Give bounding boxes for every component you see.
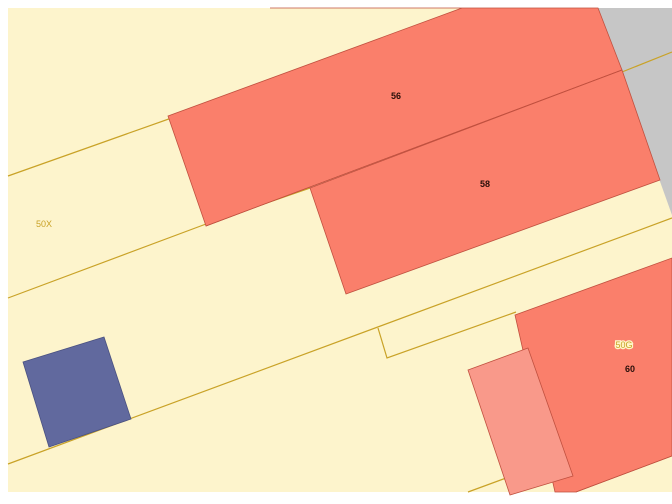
parcel-boundary-line [7, 223, 207, 299]
parcel-boundary-line [7, 114, 181, 177]
selected-building[interactable] [22, 336, 132, 448]
building-annex[interactable] [467, 347, 574, 496]
building-label-60: 60 [625, 364, 635, 374]
building-label-56: 56 [391, 91, 401, 101]
parcel-boundary-line [621, 51, 672, 73]
building-seam [205, 69, 623, 227]
building-label-58: 58 [480, 179, 490, 189]
parcel-boundary-line [377, 311, 517, 359]
parcel-label-50X: 50X [36, 219, 52, 229]
parcel-label-50G: 50G [615, 340, 632, 350]
building-seam [575, 455, 672, 493]
